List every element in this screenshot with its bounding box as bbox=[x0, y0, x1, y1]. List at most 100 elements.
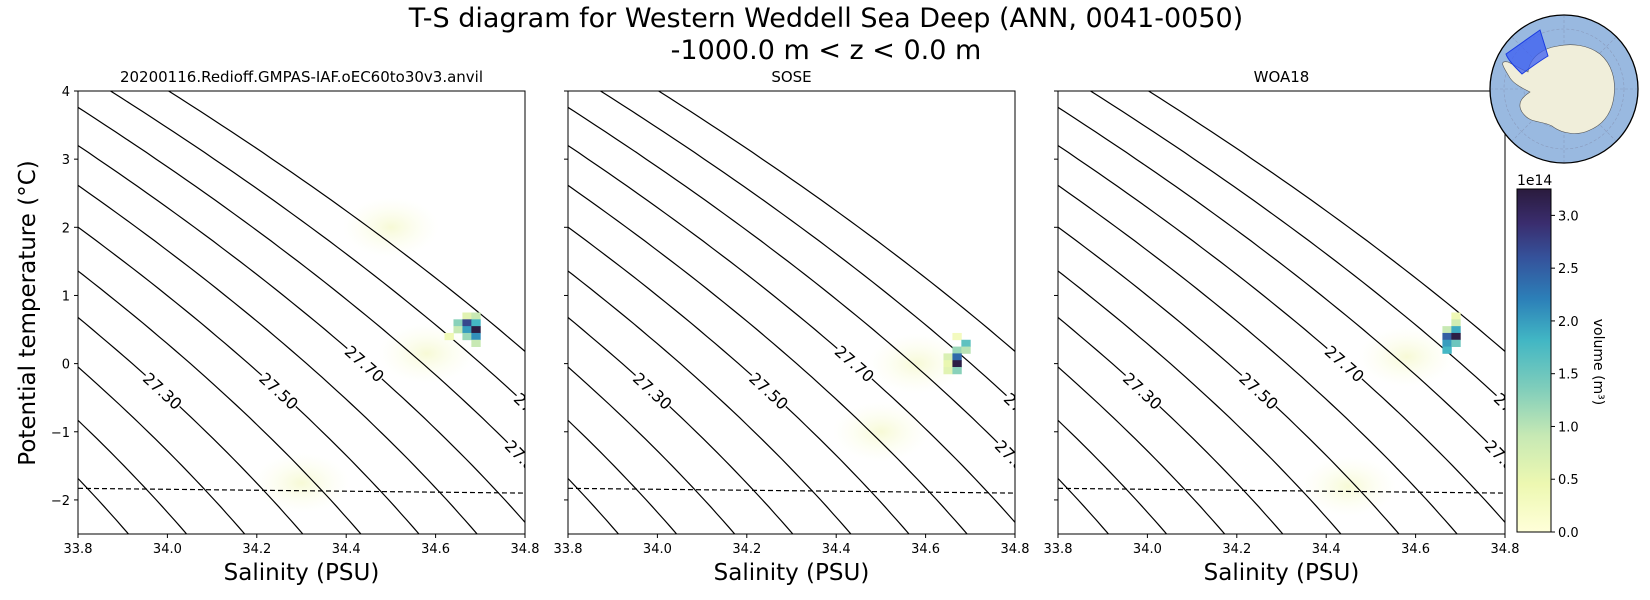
isopycnal-27-30 bbox=[1058, 316, 1284, 534]
isopycnal-27-60 bbox=[568, 184, 968, 534]
x-axis-label: Salinity (PSU) bbox=[714, 560, 870, 586]
axes-frame bbox=[567, 90, 1016, 535]
region-map-inset bbox=[1489, 14, 1639, 164]
label-mask bbox=[783, 192, 832, 235]
colorbar-tick-label: 2.0 bbox=[1558, 315, 1579, 330]
x-tick-label: 33.8 bbox=[1044, 542, 1073, 557]
colorbar-scale bbox=[1516, 188, 1552, 533]
isopycnal-27-80 bbox=[78, 106, 525, 461]
colorbar-tick-label: 0.5 bbox=[1558, 473, 1579, 488]
volume-cell bbox=[471, 332, 481, 341]
volume-cell bbox=[1442, 326, 1452, 334]
isopycnal-28-00 bbox=[658, 91, 1015, 353]
x-tick-label: 34.0 bbox=[643, 542, 672, 557]
label-mask bbox=[999, 388, 1015, 435]
low-volume-haze bbox=[868, 333, 965, 394]
figure-subtitle: -1000.0 m < z < 0.0 m bbox=[671, 35, 982, 66]
x-axis-label: Salinity (PSU) bbox=[1204, 560, 1360, 586]
isopycnal-27-00 bbox=[568, 477, 619, 534]
isopycnal-27-80 bbox=[1058, 106, 1505, 461]
volume-cell bbox=[952, 367, 962, 375]
volume-cell bbox=[943, 360, 953, 368]
isopycnal-27-90 bbox=[600, 91, 1015, 405]
isopycnal-label: 27.90 bbox=[1000, 389, 1046, 434]
isopycnal-27-10 bbox=[568, 419, 678, 534]
isopycnal-27-00 bbox=[1058, 477, 1109, 534]
isopycnal-label-group: 27.60 bbox=[505, 138, 554, 180]
colorbar-tick-label: 3.0 bbox=[1558, 209, 1579, 224]
label-mask bbox=[255, 368, 303, 414]
isopycnal-27-60 bbox=[1058, 184, 1458, 534]
volume-cell bbox=[462, 326, 472, 334]
volume-cell bbox=[1442, 346, 1452, 354]
isopycnal-label-group: 27.20 bbox=[508, 314, 556, 359]
label-mask bbox=[879, 138, 928, 180]
isopycnal-label-group: 27.90 bbox=[509, 388, 556, 435]
isopycnal-27-40 bbox=[78, 270, 362, 534]
label-mask bbox=[138, 368, 187, 414]
x-tick-label: 34.2 bbox=[732, 542, 761, 557]
low-volume-haze bbox=[1300, 456, 1397, 517]
panel-title: 20200116.Redioff.GMPAS-IAF.oEC60to30v3.a… bbox=[120, 68, 483, 86]
label-mask bbox=[998, 314, 1046, 359]
isopycnal-label-group: 27.40 bbox=[389, 138, 438, 180]
isopycnal-27-60 bbox=[78, 184, 478, 534]
label-mask bbox=[1480, 435, 1505, 483]
isopycnal-27-80 bbox=[568, 106, 1015, 461]
freezing-line bbox=[78, 487, 525, 494]
isopycnal-27-20 bbox=[1058, 366, 1226, 534]
isopycnal-27-10 bbox=[78, 419, 188, 534]
label-mask bbox=[686, 165, 735, 208]
isopycnal-label: 27.00 bbox=[686, 166, 734, 208]
label-mask bbox=[1623, 463, 1650, 510]
isopycnal-label: 27.80 bbox=[991, 436, 1037, 482]
y-tick-label: 2 bbox=[62, 221, 70, 236]
colorbar-tick-label: 0.0 bbox=[1558, 526, 1579, 541]
western-weddell-region bbox=[1505, 29, 1549, 75]
isopycnal-label-group: 27.00 bbox=[196, 165, 245, 208]
label-mask bbox=[990, 435, 1015, 483]
x-tick-label: 34.8 bbox=[1001, 542, 1030, 557]
volume-cell bbox=[462, 312, 472, 320]
volume-cell bbox=[1442, 332, 1452, 341]
isopycnal-27-50 bbox=[1058, 226, 1400, 534]
isopycnal-label-group: 27.00 bbox=[686, 165, 735, 208]
low-volume-haze bbox=[253, 452, 350, 513]
x-tick-label: 34.6 bbox=[1401, 542, 1430, 557]
y-axis-label: Potential temperature (°C) bbox=[15, 160, 41, 465]
x-tick-label: 34.2 bbox=[1222, 542, 1251, 557]
volume-cell bbox=[952, 332, 962, 341]
isopycnal-label-group: 28.00 bbox=[1623, 463, 1650, 510]
isopycnal-label: 27.50 bbox=[1235, 369, 1282, 414]
isopycnal-label: 27.80 bbox=[501, 436, 547, 482]
isopycnal-27-20 bbox=[78, 366, 246, 534]
volume-cell bbox=[943, 353, 953, 361]
isopycnal-27-30 bbox=[78, 316, 304, 534]
colorbar-tick-label: 2.5 bbox=[1558, 262, 1579, 277]
volume-cell bbox=[1442, 339, 1452, 347]
low-volume-haze bbox=[342, 197, 439, 258]
x-axis-label: Salinity (PSU) bbox=[224, 560, 380, 586]
isopycnal-label-group: 27.20 bbox=[998, 314, 1046, 359]
volume-cell bbox=[952, 346, 962, 354]
colorbar-offset: 1e14 bbox=[1517, 173, 1552, 189]
panels: 20200116.Redioff.GMPAS-IAF.oEC60to30v3.a… bbox=[51, 68, 1650, 586]
volume-cell bbox=[453, 326, 463, 334]
label-mask bbox=[196, 165, 245, 208]
volume-cell bbox=[961, 346, 971, 354]
volume-cell bbox=[1451, 319, 1461, 327]
isopycnal-label: 27.00 bbox=[196, 166, 244, 208]
isopycnal-27-70 bbox=[568, 144, 1015, 524]
colorbar-tick-label: 1.0 bbox=[1558, 420, 1579, 435]
label-mask bbox=[293, 192, 342, 235]
label-mask bbox=[643, 463, 689, 510]
isopycnal-label: 27.20 bbox=[999, 315, 1046, 359]
panel-title: WOA18 bbox=[1254, 68, 1310, 86]
isopycnal-label: 27.10 bbox=[293, 193, 341, 235]
y-tick-label: 1 bbox=[62, 289, 70, 304]
y-tick-label: 4 bbox=[62, 85, 70, 100]
isopycnal-label: 27.90 bbox=[510, 389, 556, 434]
plot-area: 27.0027.1027.2027.3027.4027.5027.6027.70… bbox=[686, 91, 1650, 534]
low-volume-haze bbox=[832, 401, 929, 462]
